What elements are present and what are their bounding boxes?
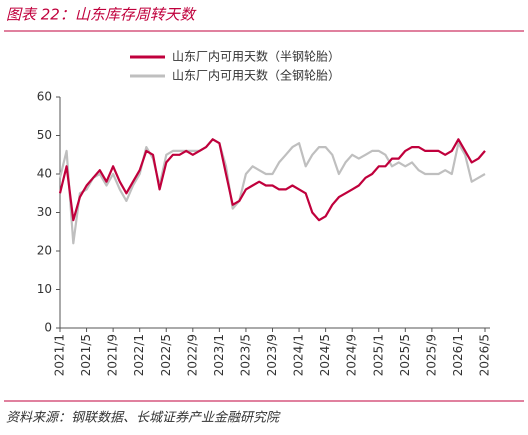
x-tick-label: 2023/1: [212, 334, 226, 376]
chart-title: 图表 22：山东库存周转天数: [6, 6, 197, 24]
x-tick-label: 2021/9: [106, 334, 120, 376]
y-tick-label: 30: [37, 205, 52, 219]
legend-label: 山东厂内可用天数（半钢轮胎）: [172, 49, 340, 64]
x-tick-label: 2021/1: [53, 334, 67, 376]
x-tick-label: 2025/9: [424, 334, 438, 376]
x-tick-label: 2024/5: [318, 334, 332, 376]
y-tick-label: 60: [37, 90, 52, 104]
x-tick-label: 2022/1: [132, 334, 146, 376]
series-line: [58, 138, 486, 222]
x-tick-label: 2024/1: [292, 334, 306, 376]
x-tick-label: 2023/5: [238, 334, 252, 376]
x-tick-label: 2021/5: [79, 334, 93, 376]
x-tick-label: 2022/5: [159, 334, 173, 376]
y-tick-label: 20: [37, 244, 52, 258]
x-tick-label: 2026/1: [451, 334, 465, 376]
source: 资料来源：钢联数据、长城证券产业金融研究院: [6, 410, 281, 426]
x-tick-label: 2026/5: [478, 334, 492, 376]
y-tick-label: 50: [37, 128, 52, 142]
y-tick-label: 40: [37, 167, 52, 181]
x-tick-label: 2023/9: [265, 334, 279, 376]
y-tick-label: 10: [37, 282, 52, 296]
x-tick-label: 2024/9: [345, 334, 359, 376]
x-tick-label: 2022/9: [185, 334, 199, 376]
legend-label: 山东厂内可用天数（全钢轮胎）: [172, 68, 340, 83]
x-tick-label: 2025/5: [398, 334, 412, 376]
x-tick-label: 2025/1: [371, 334, 385, 376]
series-line: [58, 138, 486, 245]
y-tick-label: 0: [44, 321, 52, 335]
